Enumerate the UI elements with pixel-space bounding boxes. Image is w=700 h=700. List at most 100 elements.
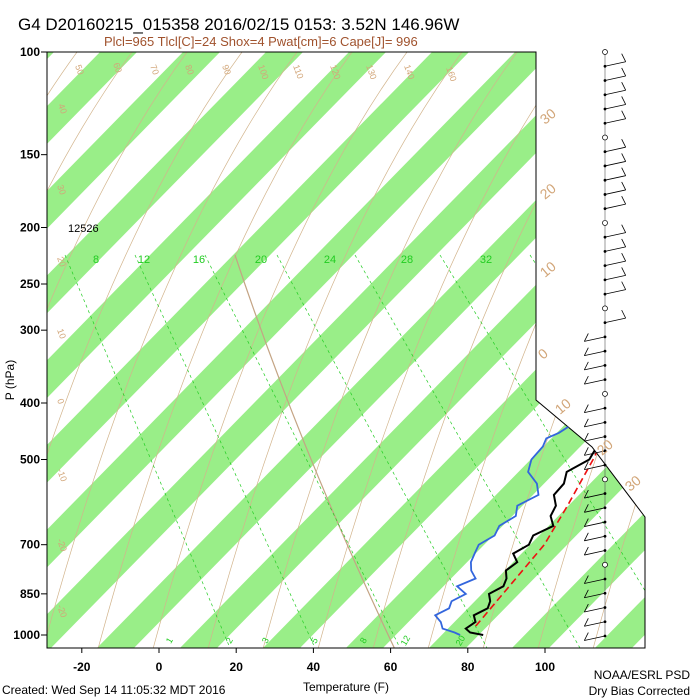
wind-barb: [604, 189, 626, 195]
y-tick-label: 400: [20, 396, 40, 410]
wind-barb-feather: [583, 375, 589, 385]
wind-barb: [604, 146, 626, 153]
wind-barb-feather: [621, 224, 627, 233]
dry-adiabat-line: [47, 52, 136, 648]
sounding-traces: [433, 193, 645, 636]
wind-barb: [584, 507, 606, 513]
dry-adiabat-line: [47, 52, 301, 648]
isotherm-band: [627, 52, 645, 648]
dry-adiabat-line: [94, 52, 356, 648]
y-tick-label: 850: [20, 587, 40, 601]
wind-barb: [584, 493, 606, 499]
x-axis-ticks: -20 0 20 40 60 80 100: [73, 648, 555, 674]
wind-barb-feather: [621, 195, 627, 205]
wind-barb-feather: [621, 139, 627, 148]
wind-barb: [604, 75, 626, 81]
y-tick-label: 250: [20, 277, 40, 291]
y-tick-label: 300: [20, 323, 40, 337]
isotherm-band: [47, 52, 437, 648]
wind-barb: [584, 407, 606, 414]
calm-marker: [602, 391, 608, 397]
mixing-ratio-label-bottom: 20: [454, 634, 468, 648]
dry-adiabat-line: [644, 52, 645, 648]
mixing-ratio-label-bottom: 3: [260, 636, 271, 645]
wind-barb: [604, 317, 626, 324]
wind-barb-feather: [621, 281, 627, 290]
mixing-ratio-label: 8: [93, 254, 99, 266]
wind-barb-feather: [583, 361, 589, 371]
wind-barb: [604, 274, 626, 281]
wind-barb: [604, 232, 626, 238]
barb-point: [603, 520, 607, 524]
mixing-ratio-label-bottom: 8: [358, 636, 369, 645]
mixing-ratio-label-bottom: 2: [224, 636, 235, 645]
adiabat-label: -20: [55, 603, 69, 619]
x-axis-label: Temperature (F): [303, 680, 389, 694]
barb-point: [603, 164, 607, 168]
wind-barb-feather: [583, 589, 589, 598]
chart-subtitle: Plcl=965 Tlcl[C]=24 Shox=4 Pwat[cm]=6 Ca…: [104, 34, 418, 49]
dry-adiabat-line: [589, 52, 645, 648]
calm-marker: [602, 561, 608, 568]
calm-marker: [602, 134, 608, 141]
wind-barb-feather: [583, 418, 589, 428]
wind-barb: [604, 246, 626, 252]
wind-barb: [584, 550, 606, 556]
wind-barb-feather: [583, 404, 589, 413]
y-tick-label: 1000: [13, 628, 40, 642]
isotherm-band: [378, 52, 645, 648]
wind-barb-feather: [621, 82, 627, 91]
dry-adiabat-line: [534, 52, 645, 648]
x-tick-label: 100: [535, 660, 555, 674]
dry-adiabat-main: [234, 254, 401, 648]
wind-barb: [584, 635, 606, 641]
y-tick-label: 500: [20, 452, 40, 466]
barb-point: [603, 534, 607, 538]
wind-barb: [584, 350, 606, 357]
y-tick-label: 200: [20, 221, 40, 235]
mixing-ratio-label: 24: [324, 254, 336, 266]
wind-barb-feather: [621, 67, 627, 77]
wind-barb: [604, 61, 626, 67]
adiabat-label: 60: [111, 61, 124, 74]
calm-marker: [602, 220, 608, 226]
wind-barb: [604, 104, 626, 110]
adiabat-label: 80: [183, 63, 196, 76]
mixing-ratio-line: [439, 254, 645, 648]
dry-adiabat-line: [259, 52, 521, 648]
wind-barb-feather: [621, 110, 627, 119]
adiabat-label: 120: [328, 63, 343, 81]
wind-barb-feather: [583, 504, 589, 513]
calm-marker: [602, 305, 608, 312]
barb-point: [603, 250, 607, 253]
y-tick-label: 100: [20, 45, 40, 59]
mixing-ratio-line: [204, 254, 401, 648]
mixing-ratio-label: 28: [401, 254, 413, 266]
mixing-ratio-label: 32: [480, 254, 492, 266]
x-tick-label: -20: [73, 660, 91, 674]
guide-lines: [47, 52, 645, 648]
x-tick-label: 80: [461, 660, 475, 674]
mixing-ratio-line: [276, 254, 488, 648]
adiabat-label: 50: [73, 63, 86, 76]
wind-barb-feather: [583, 333, 589, 342]
wind-barb-feather: [583, 432, 589, 442]
mixing-ratio-label: 20: [255, 254, 267, 266]
adiabat-label: 40: [56, 102, 69, 115]
isotherm-band: [47, 52, 603, 648]
footer-org: NOAA/ESRL PSD: [594, 668, 691, 682]
wind-barb-feather: [583, 489, 589, 499]
isotherm-band: [212, 52, 645, 648]
barb-point: [603, 549, 607, 552]
wind-barb-feather: [583, 447, 589, 456]
dry-adiabat-line: [47, 52, 191, 648]
dry-adiabat-line: [47, 52, 246, 648]
wind-barb: [584, 364, 606, 371]
adiabat-label: 10: [55, 327, 68, 340]
wind-barb: [604, 289, 626, 295]
wind-barb: [584, 379, 606, 385]
wind-barb: [584, 421, 606, 428]
mixing-ratio-line: [64, 254, 231, 648]
mixing-ratio-label-bottom: 12: [399, 634, 413, 648]
x-tick-label: 40: [307, 660, 321, 674]
